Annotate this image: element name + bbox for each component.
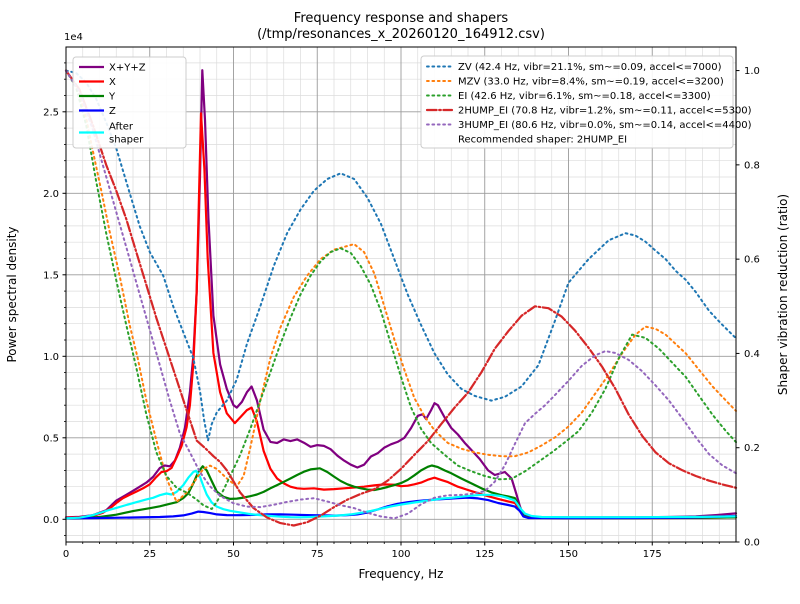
- psd-curve-after-shaper: [64, 469, 738, 520]
- chart-title-line2: (/tmp/resonances_x_20260120_164912.csv): [257, 27, 545, 42]
- legend-shaper-label: EI (42.6 Hz, vibr=6.1%, sm~=0.18, accel<…: [458, 91, 711, 102]
- x-tick-label: 75: [311, 549, 324, 560]
- axes-layer: 0 25 50 75 100 125 150 175 0.0 0.5 1.0 1.5 2.0 2.5 0.0…: [43, 46, 760, 560]
- y-right-tick-label: 0.8: [744, 160, 760, 171]
- x-tick-label: 0: [63, 549, 69, 560]
- x-tick-label: 125: [475, 549, 494, 560]
- shaper-curve-2hump-ei: [64, 69, 738, 527]
- y-right-axis-label: Shaper vibration reduction (ratio): [776, 194, 790, 395]
- y-left-tick-label: 2.0: [43, 189, 59, 200]
- legend-psd-label: shaper: [109, 135, 144, 146]
- legend-shapers-box: [420, 55, 734, 149]
- curves-layer: [64, 69, 738, 527]
- x-tick-label: 100: [391, 549, 410, 560]
- legend-shaper-label: ZV (42.4 Hz, vibr=21.1%, sm~=0.09, accel…: [458, 62, 722, 73]
- y-right-tick-label: 0.4: [744, 349, 760, 360]
- legend-shaper-label: 3HUMP_EI (80.6 Hz, vibr=0.0%, sm~=0.14, …: [458, 120, 752, 131]
- y-right-tick-label: 1.0: [744, 66, 760, 77]
- y-right-tick-label: 0.2: [744, 443, 760, 454]
- x-axis-label: Frequency, Hz: [359, 567, 444, 581]
- legend-shaper-label: MZV (33.0 Hz, vibr=8.4%, sm~=0.19, accel…: [458, 77, 724, 88]
- y-left-tick-label: 0.5: [43, 433, 59, 444]
- y-left-tick-label: 0.0: [43, 515, 59, 526]
- y-right-tick-label: 0.0: [744, 538, 760, 549]
- shaper-curve-ei: [65, 69, 737, 510]
- legend-shapers: ZV (42.4 Hz, vibr=21.1%, sm~=0.09, accel…: [420, 55, 752, 149]
- chart-title-line1: Frequency response and shapers: [294, 11, 509, 26]
- legend-recommended-shaper: Recommended shaper: 2HUMP_EI: [458, 135, 627, 146]
- y-left-axis-label: Power spectral density: [5, 226, 19, 362]
- legend-psd-box: [72, 56, 187, 149]
- x-tick-label: 50: [227, 549, 240, 560]
- y-right-tick-label: 0.6: [744, 255, 760, 266]
- legend-layer: X+Y+Z XYZ After shaper ZV (42.4 Hz, vibr=21.…: [72, 55, 752, 149]
- y-left-tick-label: 1.0: [43, 352, 59, 363]
- y-left-tick-label: 2.5: [43, 107, 59, 118]
- legend-psd-label: After: [109, 122, 134, 133]
- legend-shaper-label: 2HUMP_EI (70.8 Hz, vibr=1.2%, sm~=0.11, …: [458, 106, 752, 117]
- legend-psd: X+Y+Z XYZ After shaper: [72, 56, 187, 149]
- y-left-offset-text: 1e4: [64, 32, 83, 43]
- x-tick-label: 150: [559, 549, 578, 560]
- shaper-curve-zv: [65, 69, 737, 442]
- x-tick-label: 25: [143, 549, 156, 560]
- x-tick-label: 175: [643, 549, 662, 560]
- legend-psd-label: Y: [108, 92, 116, 103]
- legend-psd-label: X+Y+Z: [109, 63, 146, 74]
- legend-psd-label: X: [109, 77, 116, 88]
- y-left-tick-label: 1.5: [43, 270, 59, 281]
- legend-psd-label: Z: [109, 106, 116, 117]
